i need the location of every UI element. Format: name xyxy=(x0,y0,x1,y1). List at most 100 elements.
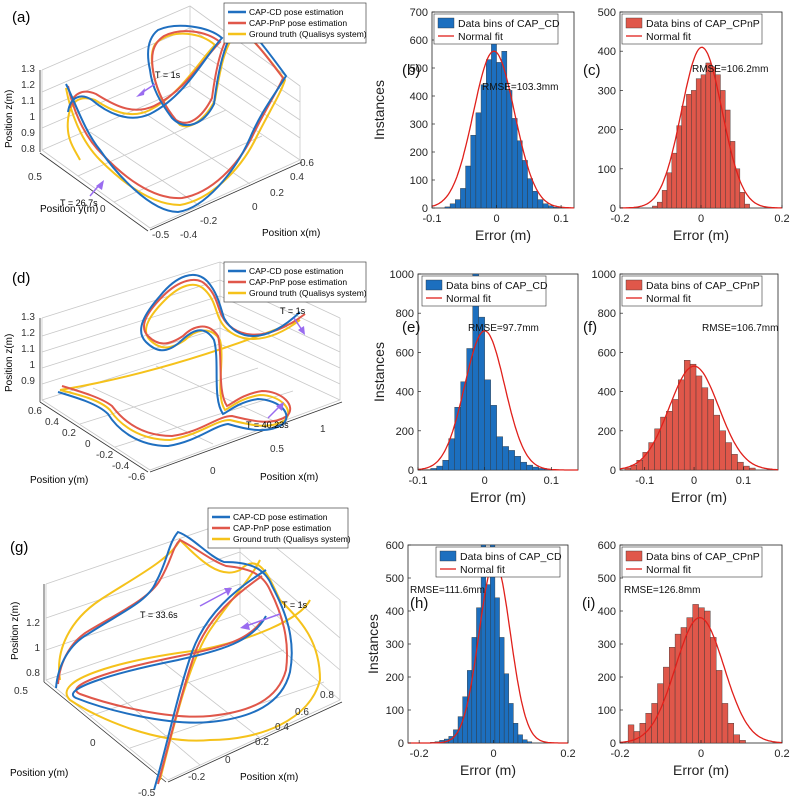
z-axis-label: Position z(m) xyxy=(10,602,21,660)
histogram-bar xyxy=(430,468,437,471)
panel-label: (a) xyxy=(12,9,30,26)
legend-box xyxy=(435,546,561,578)
legend-box xyxy=(621,13,763,45)
z-tick: 1.1 xyxy=(21,96,35,107)
y-axis-label: Instances xyxy=(371,80,387,140)
x-tick-label: -0.1 xyxy=(423,213,442,225)
y-tick-label: 300 xyxy=(410,119,428,131)
y-tick-label: 0 xyxy=(610,203,616,215)
normal-fit-curve xyxy=(431,50,574,209)
histogram-bar xyxy=(494,597,500,744)
histogram-bar xyxy=(743,465,750,471)
histogram-bar xyxy=(537,199,544,209)
y-axis-label: Instances xyxy=(371,342,387,402)
legend-box xyxy=(421,275,547,307)
time-end-arrow xyxy=(267,405,281,419)
histogram-bar xyxy=(705,62,711,209)
x-tick: -0.2 xyxy=(200,216,218,227)
x-tick: 0.4 xyxy=(275,722,289,733)
legend-pnp: CAP-PnP pose estimation xyxy=(249,277,347,287)
y-tick-label: 0 xyxy=(408,465,414,477)
x-tick-label: 0 xyxy=(691,475,697,487)
time-end-label: T = 26.7s xyxy=(60,198,98,208)
x-ticks: -0.4 -0.2 0 0.2 0.4 0.6 xyxy=(180,158,314,241)
legend-fit-label: Normal fit xyxy=(646,293,691,305)
legend-bins-label: Data bins of CAP_CD xyxy=(458,18,560,30)
histogram-bar xyxy=(448,438,455,471)
y-tick-label: 200 xyxy=(598,125,616,137)
histogram-bar xyxy=(485,584,491,744)
y-tick-label: 100 xyxy=(598,705,616,717)
x-tick: -0.2 xyxy=(188,772,206,783)
histogram-bar xyxy=(542,203,549,209)
y-tick-label: 100 xyxy=(410,175,428,187)
trajectory-cap-cd xyxy=(57,273,301,448)
histogram-bar xyxy=(455,199,461,209)
histogram-bar xyxy=(478,316,485,471)
histogram-bar xyxy=(686,617,693,744)
histogram-h: 0 100 200 300 400 500 600 -0.2 0 0.2 Error (m) Inst… xyxy=(365,540,576,778)
x-tick-label: 0 xyxy=(698,213,704,225)
y-tick: -0.2 xyxy=(96,450,114,461)
x-tick: 0.8 xyxy=(320,690,334,701)
x-tick-label: -0.2 xyxy=(410,748,429,760)
y-tick-label: 600 xyxy=(396,347,414,359)
x-tick-label: -0.1 xyxy=(409,475,428,487)
histogram-bar xyxy=(719,430,726,471)
time-start-arrow xyxy=(245,613,281,627)
histogram-bar xyxy=(657,201,663,209)
histogram-bar xyxy=(721,703,729,744)
y-tick-label: 0 xyxy=(422,203,428,215)
y-tick: 0 xyxy=(90,738,96,749)
legend-bins-label: Data bins of CAP_CPnP xyxy=(646,551,760,563)
trajectory-ground-truth xyxy=(65,28,287,207)
histogram-bar xyxy=(710,637,717,744)
histogram-bar xyxy=(526,464,533,471)
histogram-bar xyxy=(691,90,697,209)
histogram-bar xyxy=(553,206,559,209)
x-tick: 0.2 xyxy=(270,188,284,199)
panel-3d-d: (d) 1.3 1.2 1.1 1 0.9 0.6 xyxy=(4,261,367,486)
time-start-label: T = 1s xyxy=(155,70,181,80)
trajectory-cap-cd xyxy=(65,18,288,214)
panel-label: (e) xyxy=(402,319,420,336)
y-tick-label: 500 xyxy=(410,63,428,75)
legend-bins-label: Data bins of CAP_CPnP xyxy=(646,280,760,292)
x-tick-label: 0 xyxy=(491,748,497,760)
time-end-arrow xyxy=(199,591,227,607)
y-tick-label: 0 xyxy=(610,738,616,750)
z-tick: 1.2 xyxy=(21,80,35,91)
y-tick: -0.4 xyxy=(112,461,130,472)
histogram-bar xyxy=(698,607,705,744)
histogram-bar xyxy=(460,381,467,471)
y-tick: -0.5 xyxy=(152,230,170,241)
legend-bins-swatch xyxy=(625,279,643,291)
histogram-bar xyxy=(503,673,509,744)
y-ticks: 0.5 0 -0.5 xyxy=(28,172,170,241)
z-axis-label: Position z(m) xyxy=(4,334,15,392)
x-tick: 0 xyxy=(225,755,231,766)
y-tick-label: 700 xyxy=(410,7,428,19)
y-tick-label: 600 xyxy=(598,540,616,552)
x-tick: 1 xyxy=(320,424,326,435)
histogram-bar xyxy=(692,604,699,744)
rmse-label: RMSE=103.3mm xyxy=(482,82,558,93)
histogram-bar xyxy=(442,460,449,471)
histogram-bar xyxy=(460,188,466,209)
histogram-bar xyxy=(695,375,703,471)
y-axis-label: Position y(m) xyxy=(30,475,88,486)
legend-box xyxy=(621,546,763,578)
trajectory-cap-pnp xyxy=(67,24,285,200)
histogram-bar xyxy=(715,74,721,209)
histogram-bar xyxy=(480,84,487,209)
histogram-bar xyxy=(678,379,685,471)
legend-fit-label: Normal fit xyxy=(646,31,691,43)
x-tick-label: 0 xyxy=(493,213,499,225)
x-axis-label: Error (m) xyxy=(460,762,516,778)
y-tick-label: 400 xyxy=(396,387,414,399)
z-ticks: 1.2 1 0.8 xyxy=(26,618,40,679)
y-tick: 0.4 xyxy=(45,417,59,428)
